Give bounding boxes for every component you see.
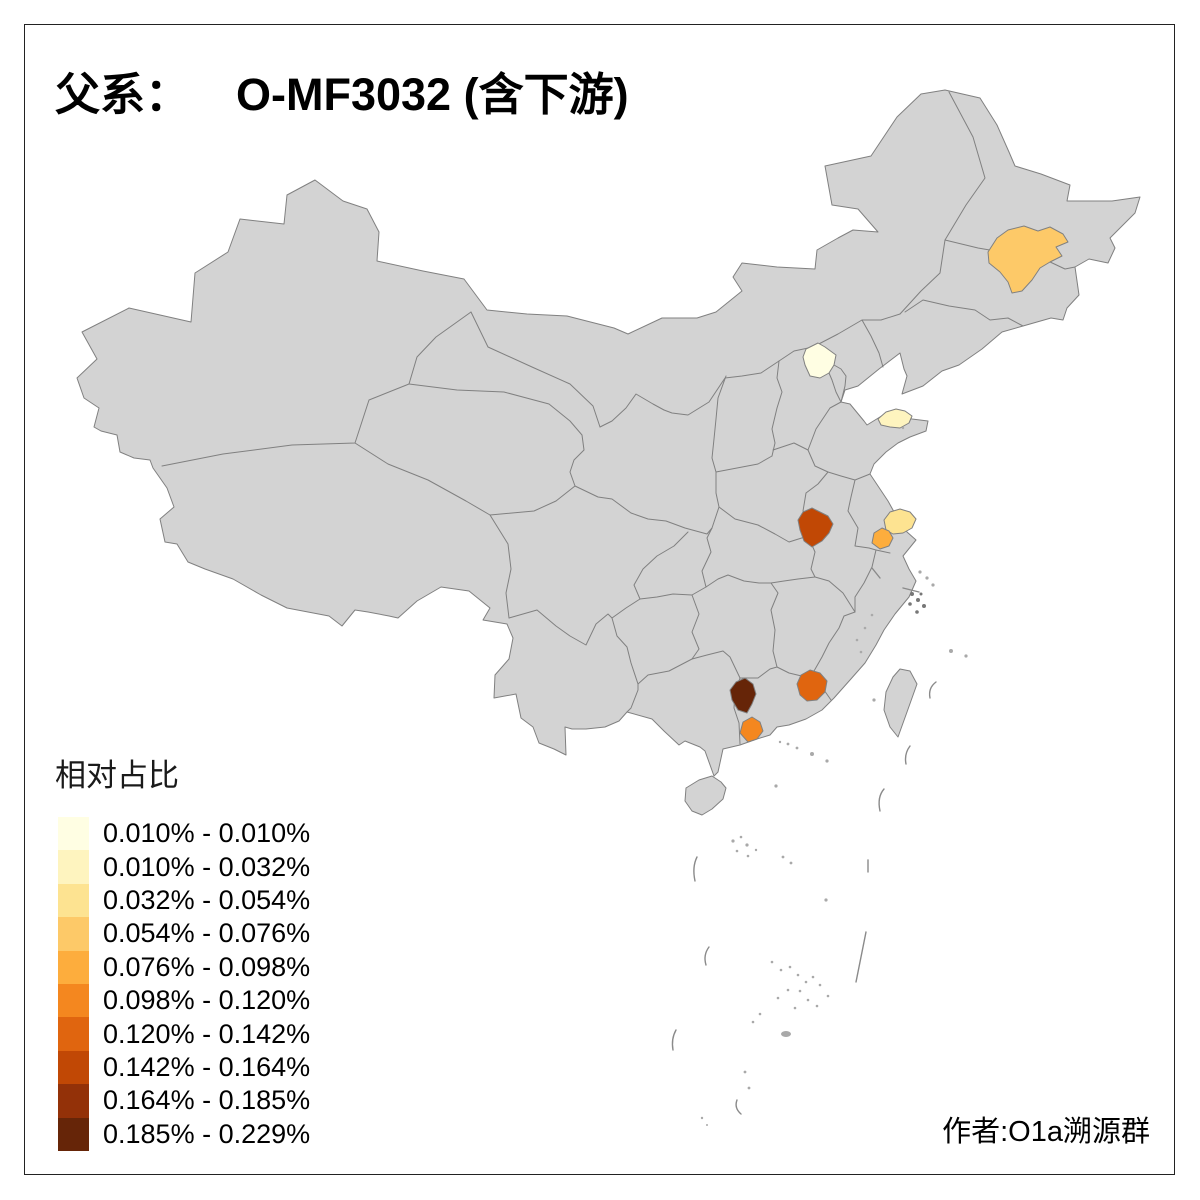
map-region-northeast [987,225,1069,294]
title-prefix: 父系： [55,69,191,120]
legend-label: 0.010% - 0.032% [103,851,311,882]
legend-item-8: 0.164% - 0.185% [58,1084,311,1118]
legend-swatch [58,850,89,884]
legend-item-3: 0.054% - 0.076% [58,917,311,951]
map-region-anhui [797,507,834,548]
map-region-guangdong-south [739,716,764,743]
legend-item-0: 0.010% - 0.010% [58,817,311,851]
page-title: 父系： O-MF3032 (含下游) [55,58,629,123]
legend-item-5: 0.098% - 0.120% [58,983,311,1018]
highlighted-regions [729,225,1069,743]
legend-label: 0.076% - 0.098% [103,951,311,982]
map-region-jiangsu-south [871,527,894,550]
legend-rows: 0.010% - 0.010% 0.010% - 0.032% 0.032% - 0… [58,817,310,1151]
map-region-shandong-coast [877,408,913,429]
legend-label: 0.054% - 0.076% [103,918,311,949]
legend-label: 0.164% - 0.185% [103,1085,311,1116]
legend-item-7: 0.142% - 0.164% [58,1050,311,1085]
legend-label: 0.032% - 0.054% [103,884,311,915]
sea-islands [671,426,968,1126]
taiwan-island-shape [883,668,918,738]
legend-swatch [58,1050,89,1085]
legend-swatch [58,1117,89,1151]
province-borders [161,91,1076,745]
legend-label: 0.098% - 0.120% [103,985,311,1016]
map-region-beijing [802,342,837,379]
legend-title: 相对占比 [55,758,179,793]
map-region-jiangsu-coast [883,508,917,535]
map-region-guangdong-east [796,669,828,702]
title-haplogroup: O-MF3032 (含下游) [236,69,629,120]
legend-swatch [58,917,89,951]
china-mainland-shape [76,89,1141,777]
legend-swatch [58,817,89,851]
legend-swatch [58,883,89,918]
legend-swatch [58,950,89,984]
map-region-guangdong-west [729,677,757,714]
legend: 相对占比 0.010% - 0.010% 0.010% - 0.032% 0.032… [55,750,310,1151]
legend-item-2: 0.032% - 0.054% [58,883,311,918]
legend-item-1: 0.010% - 0.032% [58,850,311,884]
legend-item-4: 0.076% - 0.098% [58,950,311,984]
legend-item-6: 0.120% - 0.142% [58,1017,311,1051]
legend-label: 0.010% - 0.010% [103,818,311,849]
hainan-island-shape [684,775,727,816]
author-credit: 作者:O1a溯源群 [942,1116,1150,1148]
legend-label: 0.185% - 0.229% [103,1118,311,1149]
legend-swatch [58,1084,89,1118]
legend-label: 0.120% - 0.142% [103,1018,311,1049]
legend-label: 0.142% - 0.164% [103,1051,311,1082]
legend-swatch [58,983,89,1018]
legend-swatch [58,1017,89,1051]
legend-item-9: 0.185% - 0.229% [58,1117,311,1151]
